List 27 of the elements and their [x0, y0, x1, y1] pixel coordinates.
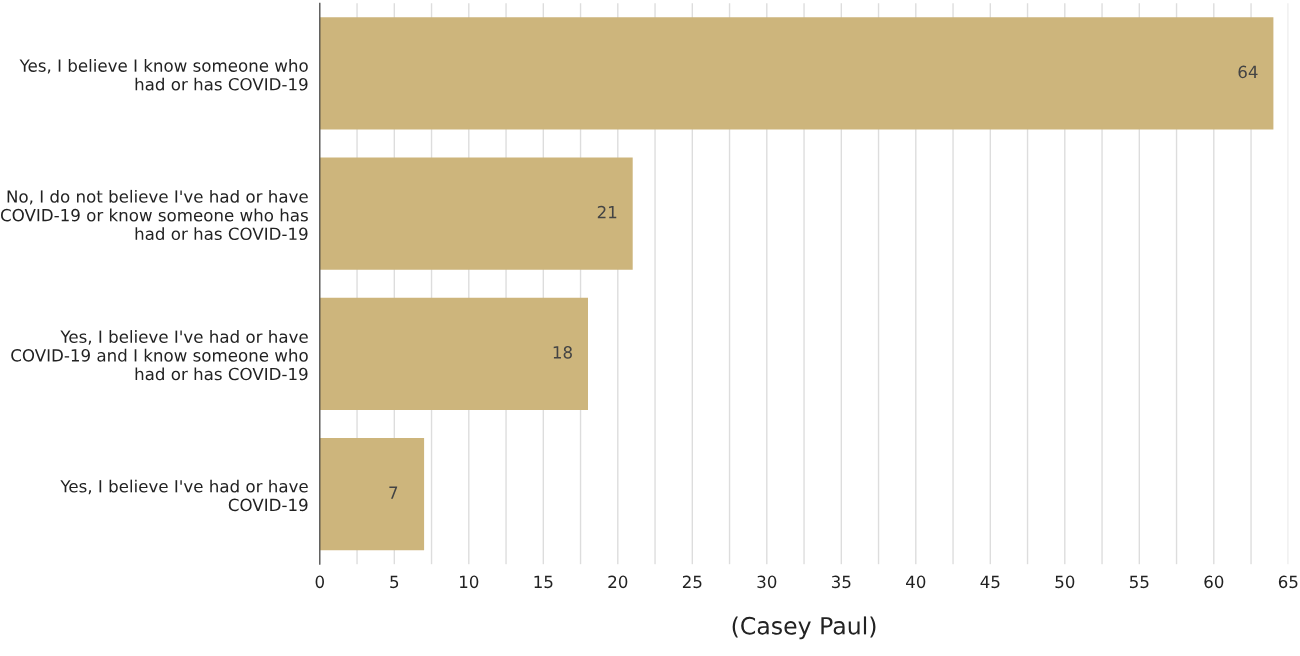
x-tick-label: 40: [906, 575, 926, 589]
data-label: 64: [1238, 65, 1258, 79]
x-tick-label: 30: [757, 575, 777, 589]
x-tick-label: 65: [1278, 575, 1298, 589]
bar: [319, 157, 633, 270]
x-tick-label: 45: [980, 575, 1000, 589]
x-axis-title: (Casey Paul): [732, 616, 876, 640]
x-tick-label: 60: [1204, 575, 1224, 589]
x-tick-label: 55: [1129, 575, 1149, 589]
y-tick-label: Yes, I believe I know someone who had or has COVID-19: [19, 58, 308, 91]
bar: [319, 17, 1274, 130]
x-tick-label: 35: [831, 575, 851, 589]
data-label: 7: [389, 486, 398, 499]
x-tick-label: 5: [390, 575, 399, 589]
x-tick-label: 20: [608, 575, 628, 589]
bar: [319, 437, 425, 551]
data-label: 18: [553, 346, 572, 359]
x-tick-label: 50: [1055, 575, 1075, 589]
x-tick-label: 15: [534, 575, 553, 589]
x-tick-label: 0: [315, 575, 324, 589]
y-tick-label: Yes, I believe I've had or have COVID-19: [60, 479, 308, 512]
y-tick-label: Yes, I believe I've had or have COVID-19 and I know someone who had or has COVID-19: [11, 330, 308, 381]
bar: [319, 297, 588, 410]
data-label: 21: [597, 205, 617, 219]
y-tick-label: No, I do not believe I've had or have COVID-19 or know someone who has had or has COVID-19: [0, 189, 308, 241]
x-tick-label: 10: [460, 575, 479, 589]
x-tick-label: 25: [682, 575, 702, 589]
